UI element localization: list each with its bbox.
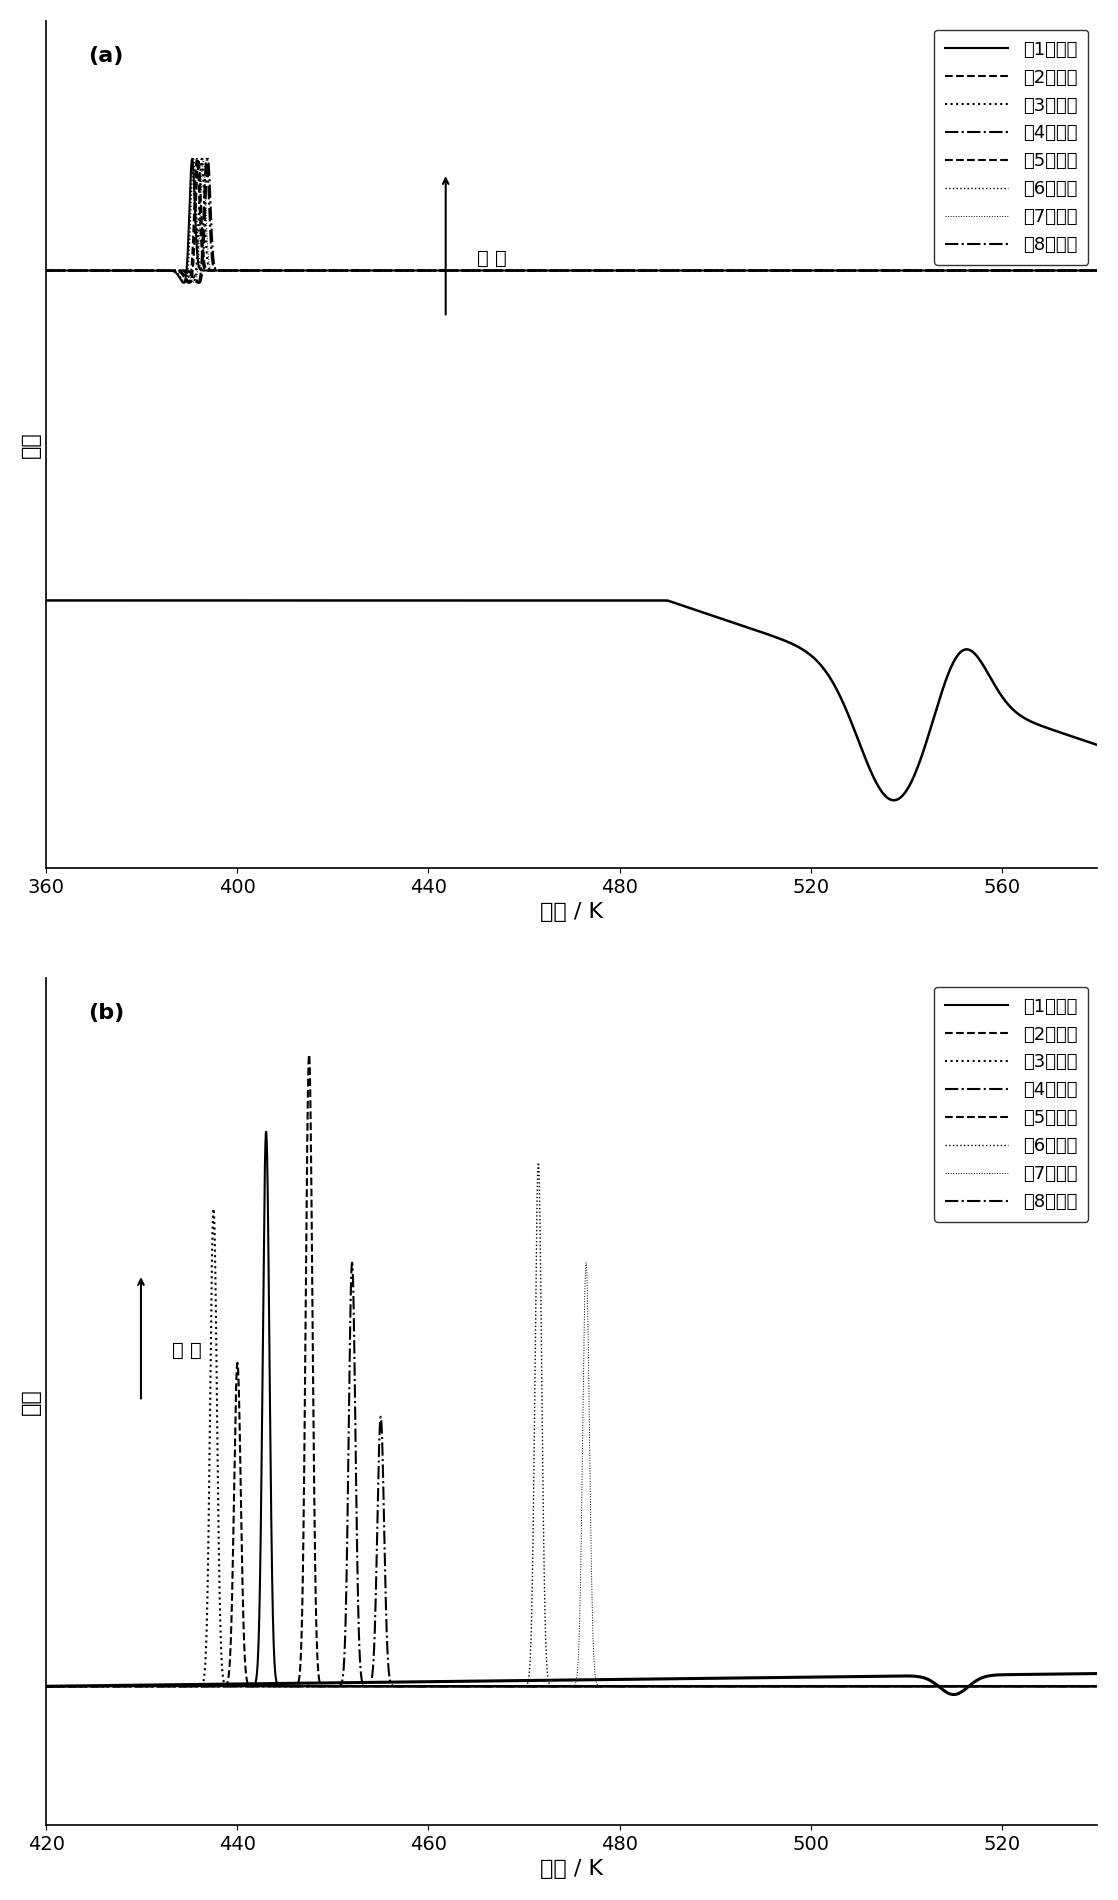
- X-axis label: 温度 / K: 温度 / K: [540, 902, 604, 922]
- Text: (b): (b): [88, 1003, 125, 1024]
- X-axis label: 温度 / K: 温度 / K: [540, 1860, 604, 1879]
- Y-axis label: 热流: 热流: [21, 1389, 41, 1416]
- Text: 放 热: 放 热: [477, 249, 506, 268]
- Y-axis label: 热流: 热流: [21, 431, 41, 458]
- Legend: 第1次循环, 第2次循环, 第3次循环, 第4次循环, 第5次循环, 第6次循环, 第7次循环, 第8次循环: 第1次循环, 第2次循环, 第3次循环, 第4次循环, 第5次循环, 第6次循环…: [935, 30, 1088, 264]
- Text: 放 热: 放 热: [172, 1341, 202, 1360]
- Text: (a): (a): [88, 46, 124, 66]
- Legend: 第1次循环, 第2次循环, 第3次循环, 第4次循环, 第5次循环, 第6次循环, 第7次循环, 第8次循环: 第1次循环, 第2次循环, 第3次循环, 第4次循环, 第5次循环, 第6次循环…: [935, 986, 1088, 1222]
